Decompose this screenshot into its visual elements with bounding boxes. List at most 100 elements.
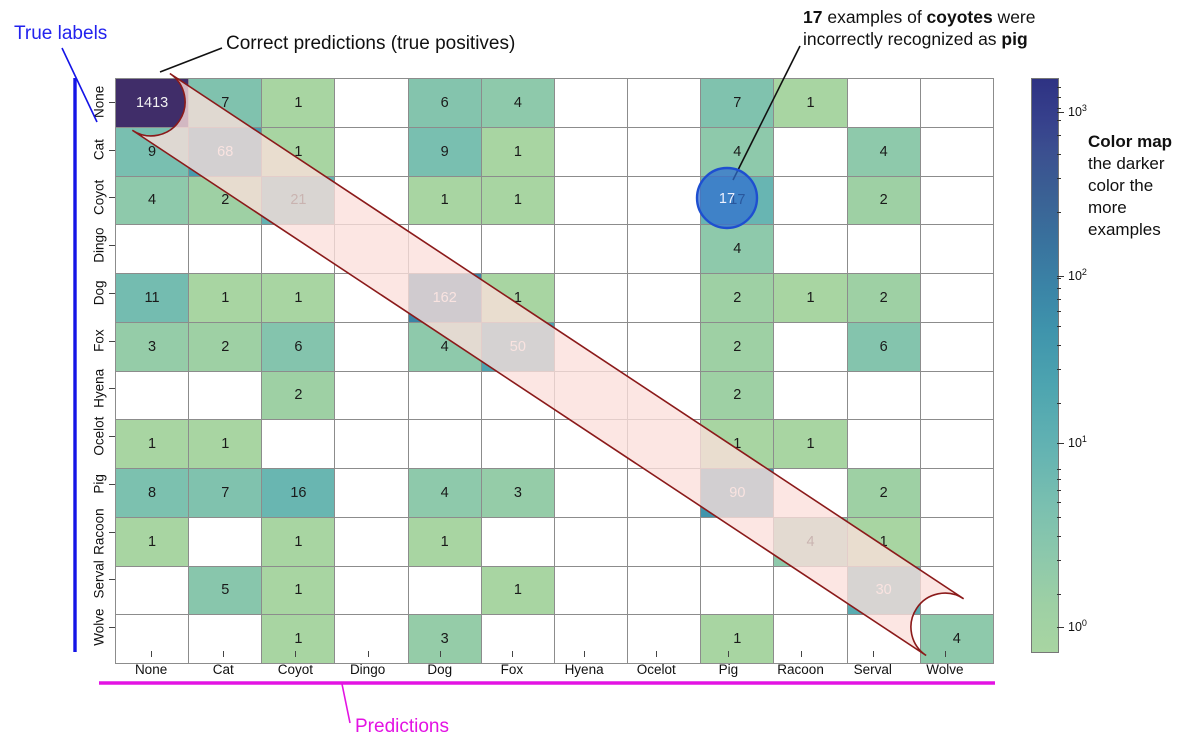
matrix-cell[interactable] (919, 224, 994, 274)
matrix-cell[interactable]: 1413 (114, 78, 190, 128)
matrix-cell[interactable] (334, 126, 409, 177)
matrix-cell[interactable] (919, 565, 994, 616)
matrix-cell[interactable]: 4 (407, 321, 482, 372)
matrix-cell[interactable]: 9 (114, 126, 190, 177)
matrix-cell[interactable] (334, 175, 409, 226)
matrix-cell[interactable] (846, 370, 921, 421)
matrix-cell[interactable]: 2 (700, 273, 775, 323)
matrix-cell[interactable]: 2 (700, 370, 775, 421)
matrix-cell[interactable] (480, 614, 555, 664)
matrix-cell[interactable]: 30 (846, 565, 921, 616)
matrix-cell[interactable] (773, 468, 848, 518)
matrix-cell[interactable]: 7 (188, 468, 263, 518)
matrix-cell[interactable]: 4 (114, 175, 190, 226)
matrix-cell[interactable]: 1 (773, 419, 848, 469)
matrix-cell[interactable]: 1 (480, 565, 555, 616)
matrix-cell[interactable] (919, 321, 994, 372)
matrix-cell[interactable] (553, 468, 629, 518)
matrix-cell[interactable]: 7 (700, 78, 775, 128)
matrix-cell[interactable]: 4 (773, 516, 848, 567)
matrix-cell[interactable]: 50 (480, 321, 555, 372)
matrix-cell[interactable] (188, 370, 263, 421)
matrix-cell[interactable] (188, 516, 263, 567)
matrix-cell[interactable] (700, 516, 775, 567)
matrix-cell[interactable] (627, 78, 702, 128)
matrix-cell[interactable]: 2 (846, 273, 921, 323)
matrix-cell[interactable]: 2 (846, 175, 921, 226)
matrix-cell[interactable] (480, 224, 555, 274)
matrix-cell[interactable] (627, 516, 702, 567)
matrix-cell[interactable]: 90 (700, 468, 775, 518)
matrix-cell[interactable] (553, 321, 629, 372)
matrix-cell[interactable] (334, 273, 409, 323)
matrix-cell[interactable] (919, 273, 994, 323)
matrix-cell[interactable]: 16 (261, 468, 336, 518)
matrix-cell[interactable] (407, 565, 482, 616)
matrix-cell[interactable]: 1 (188, 419, 263, 469)
matrix-cell[interactable] (919, 419, 994, 469)
matrix-cell[interactable]: 4 (919, 614, 994, 664)
matrix-cell[interactable] (627, 468, 702, 518)
matrix-cell[interactable]: 2 (700, 321, 775, 372)
matrix-cell[interactable] (627, 565, 702, 616)
matrix-cell[interactable] (627, 419, 702, 469)
matrix-cell[interactable]: 21 (261, 175, 336, 226)
matrix-cell[interactable]: 1 (261, 614, 336, 664)
matrix-cell[interactable] (334, 516, 409, 567)
matrix-cell[interactable] (553, 273, 629, 323)
matrix-cell[interactable] (334, 614, 409, 664)
matrix-cell[interactable] (334, 370, 409, 421)
matrix-cell[interactable] (627, 370, 702, 421)
matrix-cell[interactable] (553, 175, 629, 226)
matrix-cell[interactable]: 4 (480, 78, 555, 128)
matrix-cell[interactable] (627, 224, 702, 274)
matrix-cell[interactable]: 1 (480, 126, 555, 177)
matrix-cell[interactable] (480, 419, 555, 469)
matrix-cell[interactable] (480, 370, 555, 421)
matrix-cell[interactable]: 1 (261, 273, 336, 323)
matrix-cell[interactable]: 4 (700, 224, 775, 274)
matrix-cell[interactable] (773, 321, 848, 372)
matrix-cell[interactable] (919, 370, 994, 421)
matrix-cell[interactable]: 1 (188, 273, 263, 323)
matrix-cell[interactable]: 1 (773, 273, 848, 323)
matrix-cell[interactable] (114, 370, 190, 421)
matrix-cell[interactable]: 5 (188, 565, 263, 616)
matrix-cell[interactable] (334, 224, 409, 274)
matrix-cell[interactable] (334, 565, 409, 616)
matrix-cell[interactable]: 1 (407, 516, 482, 567)
matrix-cell[interactable]: 1 (773, 78, 848, 128)
matrix-cell[interactable]: 11 (114, 273, 190, 323)
matrix-cell[interactable]: 2 (188, 321, 263, 372)
matrix-cell[interactable] (553, 419, 629, 469)
matrix-cell[interactable] (114, 224, 190, 274)
matrix-cell[interactable] (773, 126, 848, 177)
matrix-cell[interactable]: 4 (700, 126, 775, 177)
matrix-cell[interactable] (627, 614, 702, 664)
matrix-cell[interactable]: 9 (407, 126, 482, 177)
matrix-cell[interactable]: 7 (188, 78, 263, 128)
matrix-cell[interactable]: 1 (480, 175, 555, 226)
matrix-cell[interactable] (334, 419, 409, 469)
matrix-cell[interactable] (261, 224, 336, 274)
matrix-cell[interactable]: 1 (700, 419, 775, 469)
matrix-cell[interactable]: 8 (114, 468, 190, 518)
matrix-cell[interactable] (773, 175, 848, 226)
matrix-cell[interactable] (773, 614, 848, 664)
matrix-cell[interactable]: 3 (480, 468, 555, 518)
matrix-cell[interactable] (846, 224, 921, 274)
matrix-cell[interactable]: 1 (261, 565, 336, 616)
matrix-cell[interactable] (114, 614, 190, 664)
matrix-cell[interactable]: 3 (407, 614, 482, 664)
matrix-cell[interactable] (627, 321, 702, 372)
matrix-cell[interactable] (846, 614, 921, 664)
matrix-cell[interactable] (114, 565, 190, 616)
matrix-cell[interactable] (334, 321, 409, 372)
matrix-cell[interactable]: 68 (188, 126, 263, 177)
matrix-cell[interactable]: 1 (846, 516, 921, 567)
matrix-cell[interactable]: 1 (261, 78, 336, 128)
matrix-cell[interactable] (919, 126, 994, 177)
matrix-cell[interactable]: 1 (700, 614, 775, 664)
matrix-cell[interactable]: 4 (407, 468, 482, 518)
matrix-cell[interactable]: 2 (846, 468, 921, 518)
